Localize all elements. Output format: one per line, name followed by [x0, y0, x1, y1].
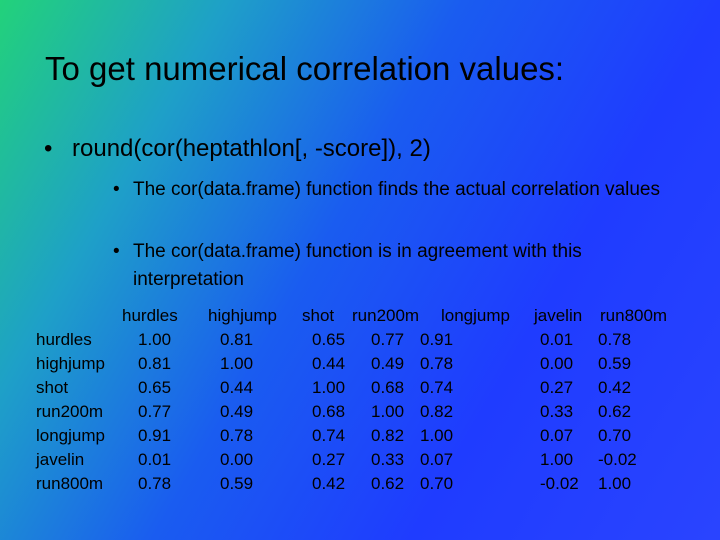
table-cell: 1.00	[540, 450, 574, 469]
table-cell: 0.49	[220, 402, 254, 421]
table-cell: 0.65	[312, 330, 346, 349]
table-cell: 0.77	[371, 330, 405, 349]
table-cell: 0.62	[371, 474, 405, 493]
table-cell: 0.07	[540, 426, 574, 445]
table-cell: 0.78	[420, 354, 454, 373]
table-cell: 0.59	[220, 474, 254, 493]
table-cell: 0.78	[138, 474, 172, 493]
table-cell: 0.44	[220, 378, 254, 397]
table-cell: 0.78	[220, 426, 254, 445]
row-header: run200m	[36, 402, 104, 421]
column-header: javelin	[534, 306, 583, 325]
table-cell: 0.01	[540, 330, 574, 349]
row-header: javelin	[36, 450, 85, 469]
table-cell: 0.68	[371, 378, 405, 397]
table-cell: 0.68	[312, 402, 346, 421]
row-header: longjump	[36, 426, 105, 445]
table-cell: 0.49	[371, 354, 405, 373]
column-header: run200m	[352, 306, 420, 325]
table-cell: -0.02	[598, 450, 637, 469]
table-cell: 1.00	[220, 354, 254, 373]
row-header: hurdles	[36, 330, 92, 349]
sub-bullet: The cor(data.frame) function finds the a…	[113, 176, 668, 204]
table-cell: 0.01	[138, 450, 172, 469]
table-cell: 0.81	[138, 354, 172, 373]
row-header: run800m	[36, 474, 104, 493]
sub-bullet: The cor(data.frame) function is in agree…	[113, 238, 668, 294]
table-cell: 0.33	[540, 402, 574, 421]
column-header: shot	[302, 306, 335, 325]
table-cell: 0.42	[312, 474, 346, 493]
row-header: highjump	[36, 354, 105, 373]
table-cell: 1.00	[420, 426, 454, 445]
table-cell: 0.74	[420, 378, 454, 397]
table-cell: 1.00	[138, 330, 172, 349]
table-cell: 0.59	[598, 354, 632, 373]
table-cell: 0.82	[420, 402, 454, 421]
table-cell: 0.07	[420, 450, 454, 469]
table-cell: 0.65	[138, 378, 172, 397]
table-cell: 1.00	[312, 378, 346, 397]
table-cell: 0.33	[371, 450, 405, 469]
table-cell: 0.00	[540, 354, 574, 373]
column-header: highjump	[208, 306, 277, 325]
table-cell: 0.77	[138, 402, 172, 421]
table-cell: 0.62	[598, 402, 632, 421]
table-cell: 0.44	[312, 354, 346, 373]
bullet: round(cor(heptathlon[, -score]), 2)	[44, 135, 431, 163]
table-cell: 0.00	[220, 450, 254, 469]
table-cell: 0.91	[420, 330, 454, 349]
table-cell: 0.91	[138, 426, 172, 445]
table-cell: 0.27	[540, 378, 574, 397]
table-cell: 0.70	[420, 474, 454, 493]
column-header: longjump	[441, 306, 510, 325]
table-cell: 0.78	[598, 330, 632, 349]
table-cell: -0.02	[540, 474, 579, 493]
row-header: shot	[36, 378, 69, 397]
table-cell: 1.00	[598, 474, 632, 493]
table-cell: 0.70	[598, 426, 632, 445]
table-cell: 1.00	[371, 402, 405, 421]
table-cell: 0.27	[312, 450, 346, 469]
table-cell: 0.81	[220, 330, 254, 349]
slide-title: To get numerical correlation values:	[45, 50, 565, 87]
table-cell: 0.42	[598, 378, 632, 397]
table-cell: 0.82	[371, 426, 405, 445]
column-header: hurdles	[122, 306, 178, 325]
column-header: run800m	[600, 306, 668, 325]
table-cell: 0.74	[312, 426, 346, 445]
